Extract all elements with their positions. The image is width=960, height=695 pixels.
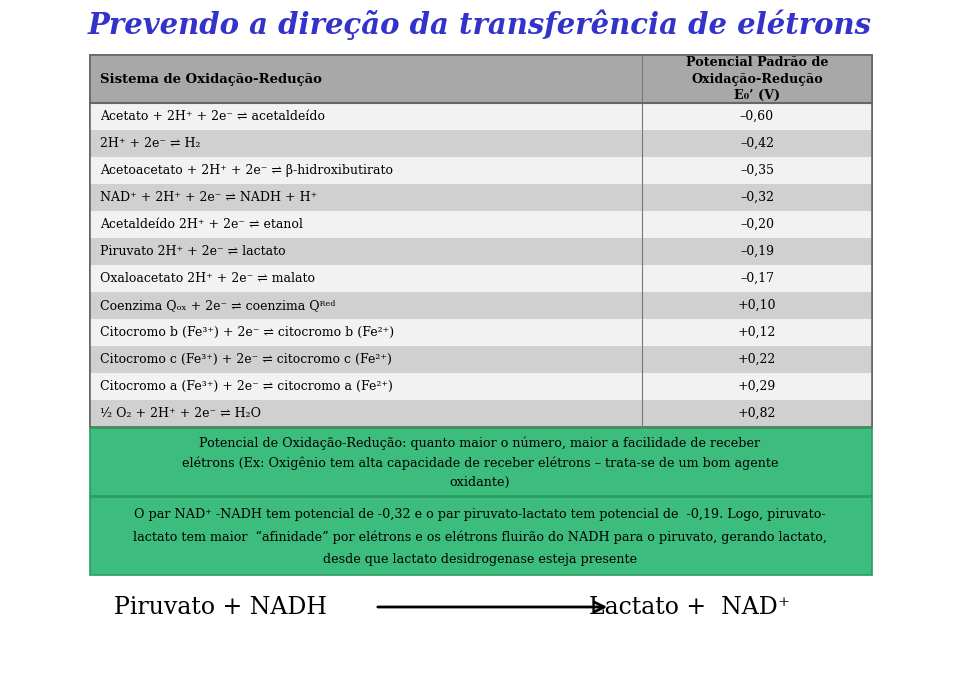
Text: Prevendo a direção da transferência de elétrons: Prevendo a direção da transferência de e…: [88, 10, 872, 40]
Text: –0,20: –0,20: [740, 218, 774, 231]
Text: +0,22: +0,22: [738, 353, 776, 366]
Bar: [90, 55, 872, 427]
Text: Potencial de Oxidação-Redução: quanto maior o número, maior a facilidade de rece: Potencial de Oxidação-Redução: quanto ma…: [200, 436, 760, 450]
Text: O par NAD⁺ -NADH tem potencial de -0,32 e o par piruvato-lactato tem potencial d: O par NAD⁺ -NADH tem potencial de -0,32 …: [134, 508, 826, 521]
Text: Potencial Padrão de
Oxidação-Redução
E₀’ (V): Potencial Padrão de Oxidação-Redução E₀’…: [685, 56, 828, 102]
Text: elétrons (Ex: Oxigênio tem alta capacidade de receber elétrons – trata-se de um : elétrons (Ex: Oxigênio tem alta capacida…: [181, 456, 779, 470]
Text: 2H⁺ + 2e⁻ ⇌ H₂: 2H⁺ + 2e⁻ ⇌ H₂: [100, 137, 201, 150]
Text: –0,32: –0,32: [740, 191, 774, 204]
Bar: [90, 319, 872, 346]
Text: –0,19: –0,19: [740, 245, 774, 258]
Text: Piruvato + NADH: Piruvato + NADH: [113, 596, 326, 619]
Text: Piruvato 2H⁺ + 2e⁻ ⇌ lactato: Piruvato 2H⁺ + 2e⁻ ⇌ lactato: [100, 245, 286, 258]
Bar: [90, 55, 872, 427]
Text: +0,82: +0,82: [738, 407, 777, 420]
Bar: [90, 55, 872, 103]
Bar: [90, 184, 872, 211]
Bar: [90, 497, 872, 575]
Text: –0,42: –0,42: [740, 137, 774, 150]
Text: Citocromo a (Fe³⁺) + 2e⁻ ⇌ citocromo a (Fe²⁺): Citocromo a (Fe³⁺) + 2e⁻ ⇌ citocromo a (…: [100, 380, 393, 393]
Bar: [90, 428, 872, 496]
Bar: [90, 400, 872, 427]
Bar: [90, 157, 872, 184]
Text: +0,29: +0,29: [738, 380, 776, 393]
Bar: [90, 373, 872, 400]
Bar: [90, 103, 872, 130]
Text: ¹⁄₂ O₂ + 2H⁺ + 2e⁻ ⇌ H₂O: ¹⁄₂ O₂ + 2H⁺ + 2e⁻ ⇌ H₂O: [100, 407, 261, 420]
Text: Oxaloacetato 2H⁺ + 2e⁻ ⇌ malato: Oxaloacetato 2H⁺ + 2e⁻ ⇌ malato: [100, 272, 315, 285]
Bar: [90, 346, 872, 373]
Text: Citocromo b (Fe³⁺) + 2e⁻ ⇌ citocromo b (Fe²⁺): Citocromo b (Fe³⁺) + 2e⁻ ⇌ citocromo b (…: [100, 326, 395, 339]
Bar: [90, 292, 872, 319]
Text: Lactato +  NAD⁺: Lactato + NAD⁺: [589, 596, 791, 619]
Bar: [90, 265, 872, 292]
Text: +0,10: +0,10: [737, 299, 777, 312]
Bar: [90, 130, 872, 157]
Text: Coenzima Qₒₓ + 2e⁻ ⇌ coenzima Qᴿᵉᵈ: Coenzima Qₒₓ + 2e⁻ ⇌ coenzima Qᴿᵉᵈ: [100, 299, 335, 312]
Bar: [90, 238, 872, 265]
Text: –0,35: –0,35: [740, 164, 774, 177]
Text: Acetaldeído 2H⁺ + 2e⁻ ⇌ etanol: Acetaldeído 2H⁺ + 2e⁻ ⇌ etanol: [100, 218, 302, 231]
Text: Citocromo c (Fe³⁺) + 2e⁻ ⇌ citocromo c (Fe²⁺): Citocromo c (Fe³⁺) + 2e⁻ ⇌ citocromo c (…: [100, 353, 392, 366]
Text: Acetoacetato + 2H⁺ + 2e⁻ ⇌ β-hidroxibutirato: Acetoacetato + 2H⁺ + 2e⁻ ⇌ β-hidroxibuti…: [100, 164, 393, 177]
Text: NAD⁺ + 2H⁺ + 2e⁻ ⇌ NADH + H⁺: NAD⁺ + 2H⁺ + 2e⁻ ⇌ NADH + H⁺: [100, 191, 317, 204]
Text: desde que lactato desidrogenase esteja presente: desde que lactato desidrogenase esteja p…: [323, 553, 637, 566]
Text: lactato tem maior  “afinidade” por elétrons e os elétrons fluirão do NADH para o: lactato tem maior “afinidade” por elétro…: [133, 530, 827, 544]
Text: +0,12: +0,12: [738, 326, 777, 339]
Text: –0,17: –0,17: [740, 272, 774, 285]
Text: oxidante): oxidante): [449, 476, 511, 489]
Bar: [90, 211, 872, 238]
Text: Sistema de Oxidação-Redução: Sistema de Oxidação-Redução: [100, 72, 322, 85]
Text: –0,60: –0,60: [740, 110, 774, 123]
Text: Acetato + 2H⁺ + 2e⁻ ⇌ acetaldeído: Acetato + 2H⁺ + 2e⁻ ⇌ acetaldeído: [100, 110, 325, 123]
